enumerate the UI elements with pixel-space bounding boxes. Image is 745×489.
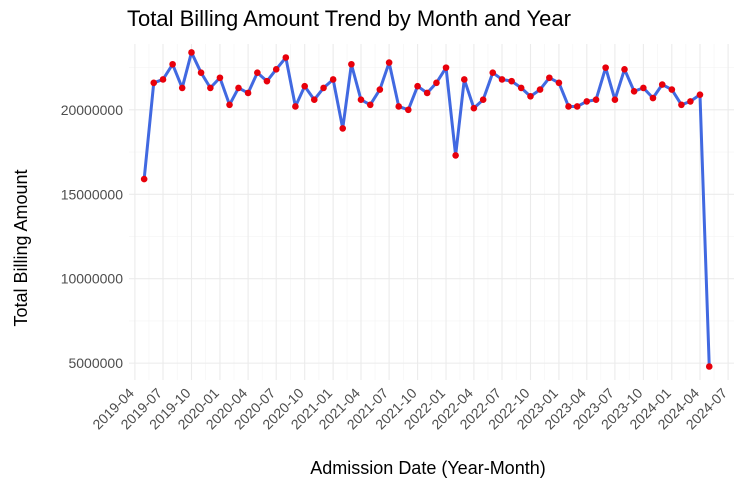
data-point bbox=[508, 77, 515, 85]
data-point bbox=[621, 66, 628, 73]
data-point bbox=[460, 76, 468, 83]
data-point bbox=[385, 59, 393, 66]
data-point bbox=[366, 101, 374, 109]
data-point bbox=[339, 125, 347, 132]
data-point bbox=[216, 74, 224, 82]
data-point bbox=[668, 86, 676, 93]
data-point bbox=[705, 363, 713, 370]
data-point bbox=[188, 49, 195, 56]
data-point bbox=[423, 89, 431, 97]
data-point bbox=[226, 101, 233, 109]
data-point bbox=[207, 84, 214, 92]
data-point bbox=[630, 87, 638, 95]
data-point bbox=[169, 60, 176, 68]
series-line-group bbox=[142, 50, 711, 368]
data-point bbox=[546, 74, 553, 82]
data-point bbox=[235, 84, 242, 92]
data-point bbox=[649, 94, 657, 102]
data-point bbox=[640, 84, 647, 92]
data-point bbox=[357, 96, 365, 104]
data-point bbox=[310, 96, 318, 104]
y-tick-label: 20000000 bbox=[61, 102, 124, 118]
data-point bbox=[414, 82, 421, 90]
data-point bbox=[658, 81, 666, 88]
x-axis-ticks: 2019-042019-072019-102020-012020-042020-… bbox=[89, 385, 730, 433]
major-gridlines bbox=[129, 44, 734, 380]
data-point bbox=[320, 84, 327, 92]
data-point bbox=[159, 76, 167, 83]
data-point bbox=[395, 103, 403, 110]
data-point bbox=[178, 84, 186, 92]
data-point bbox=[555, 79, 563, 87]
data-point bbox=[433, 79, 440, 87]
data-point bbox=[282, 54, 290, 61]
data-point bbox=[573, 103, 581, 110]
data-point bbox=[244, 89, 252, 97]
data-point bbox=[405, 106, 412, 114]
data-point bbox=[479, 96, 487, 104]
data-point bbox=[592, 96, 600, 104]
series-line bbox=[142, 50, 711, 368]
data-point bbox=[611, 96, 619, 104]
data-point bbox=[687, 98, 694, 105]
data-point bbox=[254, 69, 261, 77]
data-point bbox=[489, 69, 497, 77]
data-point bbox=[498, 76, 506, 83]
y-axis-ticks: 5000000 10000000 15000000 20000000 bbox=[61, 102, 124, 371]
data-point bbox=[583, 98, 591, 105]
data-point bbox=[565, 103, 572, 110]
data-point bbox=[272, 66, 280, 73]
data-point bbox=[470, 104, 478, 112]
y-tick-label: 15000000 bbox=[61, 186, 124, 202]
data-point bbox=[536, 86, 544, 93]
data-point bbox=[292, 103, 299, 110]
y-axis-title: Total Billing Amount bbox=[11, 169, 31, 326]
data-point bbox=[348, 60, 355, 68]
data-point bbox=[527, 93, 534, 100]
x-axis-title: Admission Date (Year-Month) bbox=[310, 458, 545, 478]
data-point bbox=[376, 86, 384, 93]
data-point bbox=[517, 84, 525, 92]
data-point bbox=[329, 76, 337, 83]
y-tick-label: 5000000 bbox=[68, 355, 123, 371]
y-tick-label: 10000000 bbox=[61, 271, 124, 287]
chart-title: Total Billing Amount Trend by Month and … bbox=[127, 6, 571, 31]
data-point bbox=[140, 175, 148, 183]
data-point bbox=[197, 69, 205, 77]
data-point bbox=[442, 64, 450, 71]
data-point bbox=[150, 79, 158, 87]
data-point bbox=[301, 82, 308, 90]
series-points-group bbox=[140, 49, 713, 370]
minor-gridlines bbox=[129, 44, 734, 380]
data-point bbox=[263, 77, 271, 85]
data-point bbox=[602, 64, 609, 71]
data-point bbox=[696, 91, 704, 98]
data-point bbox=[452, 152, 459, 159]
data-point bbox=[678, 101, 685, 109]
